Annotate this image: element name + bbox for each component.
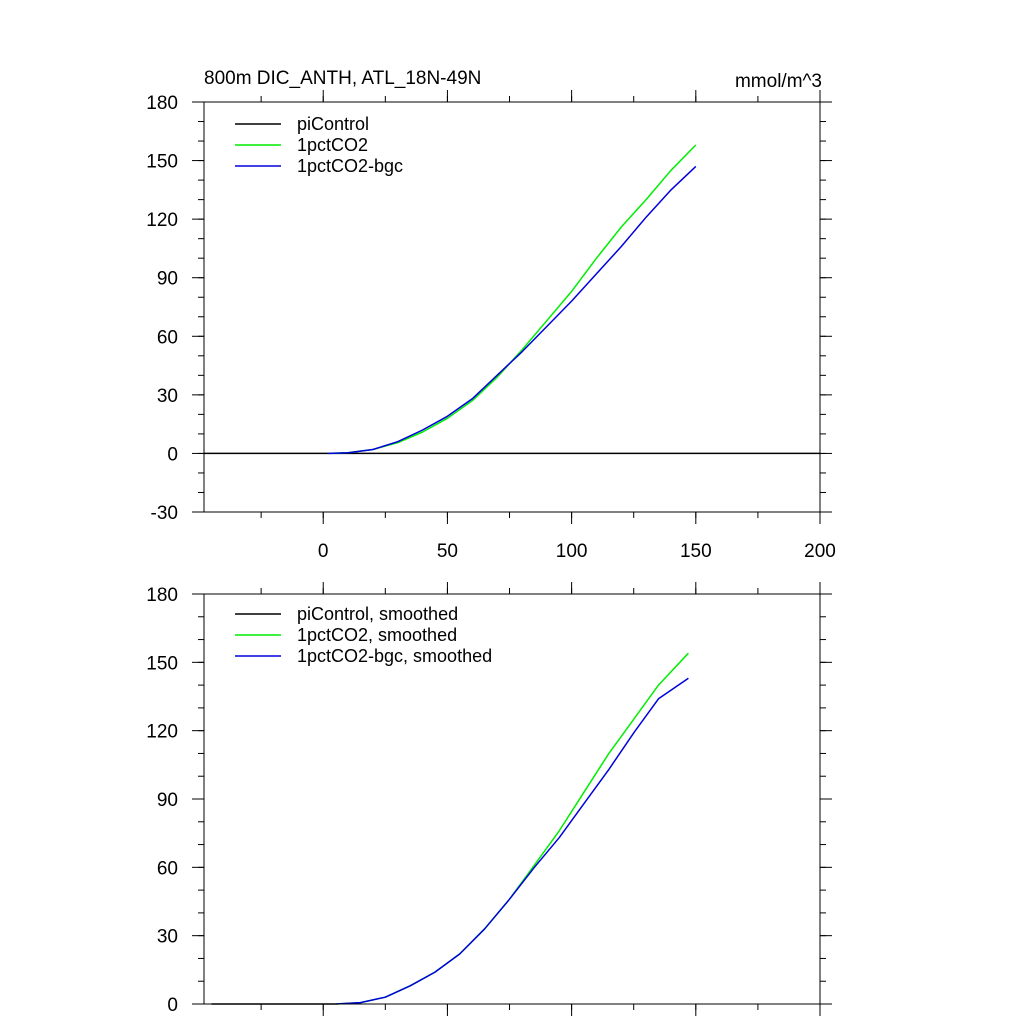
top-panel-units: mmol/m^3 <box>735 71 822 92</box>
bottom-series-1 <box>335 652 689 1005</box>
top-ytick-label: 0 <box>167 444 178 465</box>
top-xtick-label: 100 <box>556 541 588 562</box>
bottom-ytick-label: 90 <box>157 790 178 811</box>
top-ytick-label: 150 <box>146 152 178 173</box>
top-panel-ticks: -30 0 30 60 90 120 150 180 0 50 100 150 200 <box>146 90 836 562</box>
top-ytick-label: 90 <box>157 269 178 290</box>
bottom-ytick-label: 60 <box>157 858 178 879</box>
bottom-ytick-label: 120 <box>146 722 178 743</box>
top-legend-label-0: piControl <box>297 114 369 134</box>
bottom-legend-label-0: piControl, smoothed <box>297 604 458 624</box>
bottom-panel-series <box>211 652 689 1005</box>
top-xtick-label: 150 <box>680 541 712 562</box>
top-ytick-label: 30 <box>157 386 178 407</box>
top-xtick-label: 200 <box>804 541 836 562</box>
top-panel-series <box>204 144 820 455</box>
top-panel-title: 800m DIC_ANTH, ATL_18N-49N <box>204 68 481 89</box>
bottom-ytick-label: 0 <box>167 995 178 1016</box>
top-panel-frame <box>203 101 821 513</box>
top-legend-label-2: 1pctCO2-bgc <box>297 156 403 176</box>
top-series-2 <box>328 165 697 455</box>
top-ytick-label: -30 <box>151 503 178 524</box>
bottom-panel-ticks: 0 30 60 90 120 150 180 <box>146 582 832 1016</box>
top-ytick-label: 60 <box>157 327 178 348</box>
bottom-ytick-label: 150 <box>146 653 178 674</box>
top-legend-label-1: 1pctCO2 <box>297 135 368 155</box>
bottom-series-2 <box>335 677 689 1005</box>
top-ytick-label: 180 <box>146 93 178 114</box>
top-xtick-label: 50 <box>437 541 458 562</box>
top-xtick-label: 0 <box>318 541 329 562</box>
bottom-legend-label-2: 1pctCO2-bgc, smoothed <box>297 646 492 666</box>
bottom-legend-label-1: 1pctCO2, smoothed <box>297 625 457 645</box>
bottom-ytick-label: 30 <box>157 927 178 948</box>
top-ytick-label: 120 <box>146 210 178 231</box>
top-panel: 800m DIC_ANTH, ATL_18N-49N mmol/m^3 -30 0… <box>146 68 836 562</box>
bottom-panel-frame <box>203 593 821 1005</box>
top-series-1 <box>328 144 697 455</box>
bottom-ytick-label: 180 <box>146 585 178 606</box>
